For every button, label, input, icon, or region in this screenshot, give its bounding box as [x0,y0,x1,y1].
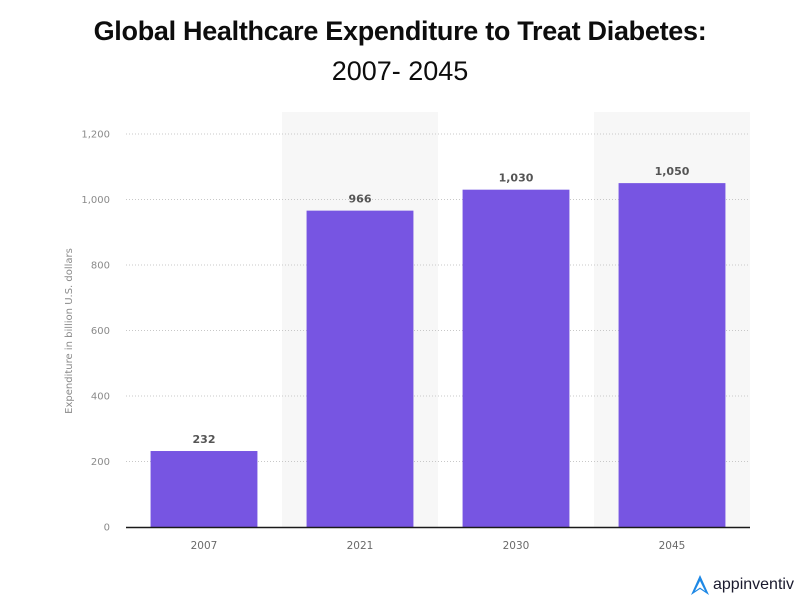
y-tick-label: 200 [91,457,110,468]
chart-subtitle: 2007- 2045 [331,56,469,86]
y-axis-label: Expenditure in billion U.S. dollars [64,248,75,414]
x-tick-label-2030: 2030 [503,540,530,552]
y-tick-label: 800 [91,261,110,272]
data-label-2007: 232 [193,433,216,446]
y-tick-label: 1,000 [81,195,110,206]
data-label-2021: 966 [349,193,372,206]
y-tick-label: 400 [91,392,110,403]
appinventiv-logo-icon [691,575,709,595]
y-tick-label: 600 [91,326,110,337]
bars [150,183,726,528]
data-label-2045: 1,050 [655,165,690,178]
bar-2007 [150,451,258,527]
x-tick-label-2007: 2007 [191,540,218,552]
bar-2030 [462,189,570,528]
x-tick-label-2045: 2045 [659,540,686,552]
data-label-2030: 1,030 [499,172,534,185]
y-tick-label: 1,200 [81,130,110,141]
bar-2045 [618,183,726,527]
y-axis-ticks: 0 200 400 600 800 1,000 1,200 [81,130,110,534]
x-axis-ticks: 2007 2021 2030 2045 [191,540,686,552]
logo-text: appinventiv [713,576,794,593]
brand-logo: appinventiv [690,574,794,596]
x-tick-label-2021: 2021 [347,540,374,552]
data-labels: 232 966 1,030 1,050 [193,165,690,446]
bar-2021 [306,210,414,527]
y-tick-label: 0 [104,523,110,534]
chart-title: Global Healthcare Expenditure to Treat D… [93,16,707,46]
